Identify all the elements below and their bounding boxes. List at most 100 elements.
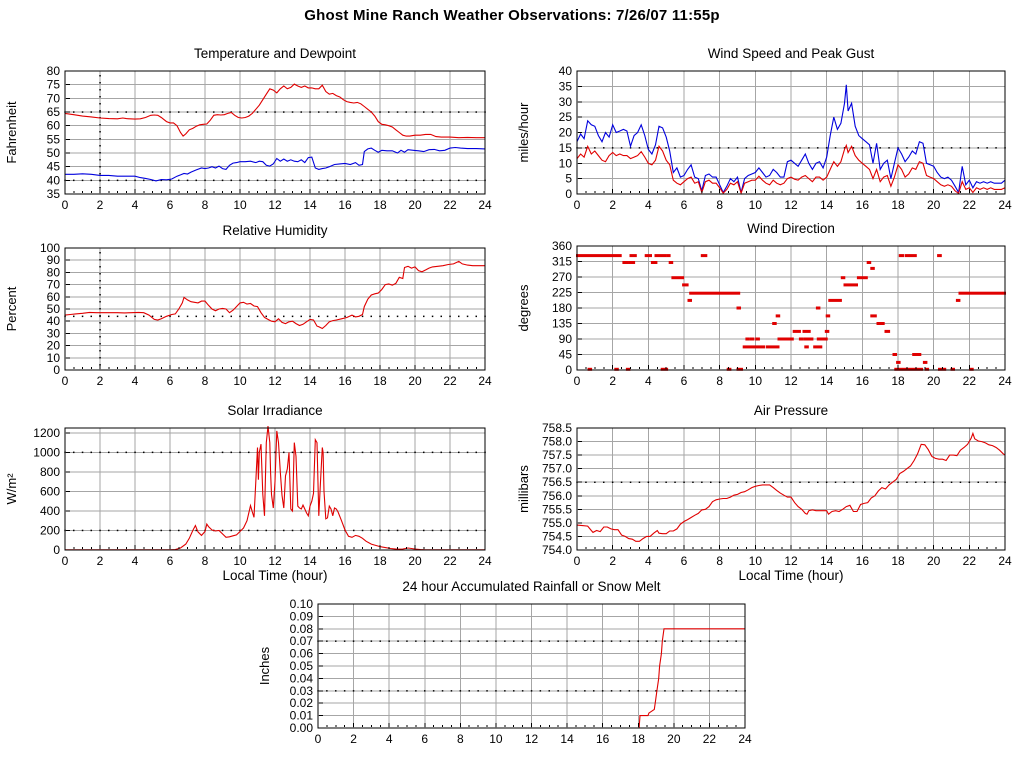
svg-text:22: 22 <box>963 198 977 212</box>
svg-text:0.02: 0.02 <box>290 696 314 710</box>
svg-text:10: 10 <box>233 374 247 388</box>
svg-text:8: 8 <box>457 732 464 746</box>
svg-text:8: 8 <box>202 374 209 388</box>
svg-text:1200: 1200 <box>33 426 60 440</box>
svg-text:18: 18 <box>373 198 387 212</box>
svg-text:22: 22 <box>703 732 717 746</box>
svg-text:20: 20 <box>667 732 681 746</box>
svg-text:4: 4 <box>645 198 652 212</box>
svg-text:Percent: Percent <box>4 286 19 331</box>
svg-text:18: 18 <box>373 554 387 568</box>
svg-text:8: 8 <box>716 374 723 388</box>
svg-text:5: 5 <box>565 172 572 186</box>
svg-text:16: 16 <box>596 732 610 746</box>
svg-text:6: 6 <box>681 374 688 388</box>
svg-text:16: 16 <box>856 374 870 388</box>
svg-text:20: 20 <box>927 374 941 388</box>
svg-text:W/m²: W/m² <box>4 473 19 505</box>
chart-relative-humidity: Relative Humidity 0 10 20 30 40 50 60 70 80 90 100… <box>0 217 497 415</box>
svg-text:100: 100 <box>40 241 60 255</box>
svg-text:756.5: 756.5 <box>542 475 572 489</box>
svg-text:80: 80 <box>47 64 61 78</box>
svg-text:14: 14 <box>820 554 834 568</box>
svg-text:24: 24 <box>998 198 1012 212</box>
svg-text:0: 0 <box>315 732 322 746</box>
svg-text:40: 40 <box>47 173 61 187</box>
svg-text:12: 12 <box>525 732 539 746</box>
svg-text:754.5: 754.5 <box>542 529 572 543</box>
svg-text:0: 0 <box>574 374 581 388</box>
svg-text:400: 400 <box>40 504 60 518</box>
svg-text:758.5: 758.5 <box>542 421 572 435</box>
svg-text:80: 80 <box>47 265 61 279</box>
page-title: Ghost Mine Ranch Weather Observations: 7… <box>304 7 720 24</box>
svg-text:0.08: 0.08 <box>290 622 314 636</box>
chart-rainfall: 24 hour Accumulated Rainfall or Snow Mel… <box>253 573 757 768</box>
svg-text:180: 180 <box>552 301 572 315</box>
svg-text:20: 20 <box>927 198 941 212</box>
svg-text:90: 90 <box>47 253 61 267</box>
svg-text:0: 0 <box>53 543 60 557</box>
svg-text:4: 4 <box>132 198 139 212</box>
svg-text:Inches: Inches <box>257 646 272 685</box>
svg-text:45: 45 <box>559 348 573 362</box>
svg-text:0: 0 <box>62 374 69 388</box>
svg-text:0: 0 <box>62 554 69 568</box>
svg-text:Fahrenheit: Fahrenheit <box>4 101 19 164</box>
svg-text:30: 30 <box>559 95 573 109</box>
svg-text:18: 18 <box>891 554 905 568</box>
svg-text:755.5: 755.5 <box>542 502 572 516</box>
svg-text:12: 12 <box>268 198 282 212</box>
svg-text:6: 6 <box>681 554 688 568</box>
chart-title: Wind Speed and Peak Gust <box>707 46 875 61</box>
svg-text:16: 16 <box>338 554 352 568</box>
svg-text:18: 18 <box>891 198 905 212</box>
svg-text:4: 4 <box>132 554 139 568</box>
svg-text:50: 50 <box>47 146 61 160</box>
svg-text:24: 24 <box>478 554 492 568</box>
svg-text:18: 18 <box>632 732 646 746</box>
svg-text:315: 315 <box>552 255 572 269</box>
svg-text:30: 30 <box>47 326 61 340</box>
svg-text:0: 0 <box>574 554 581 568</box>
svg-text:0.09: 0.09 <box>290 609 314 623</box>
svg-text:20: 20 <box>559 126 573 140</box>
svg-text:24: 24 <box>738 732 752 746</box>
svg-text:22: 22 <box>963 554 977 568</box>
svg-text:10: 10 <box>233 198 247 212</box>
svg-text:25: 25 <box>559 110 573 124</box>
svg-text:20: 20 <box>408 554 422 568</box>
svg-text:0: 0 <box>565 187 572 201</box>
svg-text:45: 45 <box>47 160 61 174</box>
svg-text:Local Time (hour): Local Time (hour) <box>738 568 843 583</box>
chart-solar-irradiance: Solar Irradiance 0 200 400 600 800 1000 1200 0 2… <box>0 397 497 612</box>
svg-text:12: 12 <box>784 554 798 568</box>
svg-text:40: 40 <box>559 64 573 78</box>
svg-text:0.01: 0.01 <box>290 709 314 723</box>
svg-text:2: 2 <box>609 374 616 388</box>
svg-text:1000: 1000 <box>33 445 60 459</box>
svg-text:600: 600 <box>40 484 60 498</box>
svg-text:16: 16 <box>856 554 870 568</box>
svg-text:16: 16 <box>338 198 352 212</box>
svg-text:4: 4 <box>386 732 393 746</box>
svg-text:10: 10 <box>749 554 763 568</box>
svg-text:6: 6 <box>167 198 174 212</box>
svg-text:14: 14 <box>820 198 834 212</box>
svg-text:0: 0 <box>574 198 581 212</box>
svg-text:10: 10 <box>47 351 61 365</box>
svg-text:10: 10 <box>489 732 503 746</box>
svg-text:756.0: 756.0 <box>542 489 572 503</box>
svg-text:10: 10 <box>749 198 763 212</box>
svg-text:6: 6 <box>421 732 428 746</box>
svg-text:0: 0 <box>62 198 69 212</box>
svg-text:24: 24 <box>998 374 1012 388</box>
svg-text:8: 8 <box>716 198 723 212</box>
svg-text:225: 225 <box>552 286 572 300</box>
svg-text:6: 6 <box>167 374 174 388</box>
svg-text:millibars: millibars <box>516 465 531 513</box>
